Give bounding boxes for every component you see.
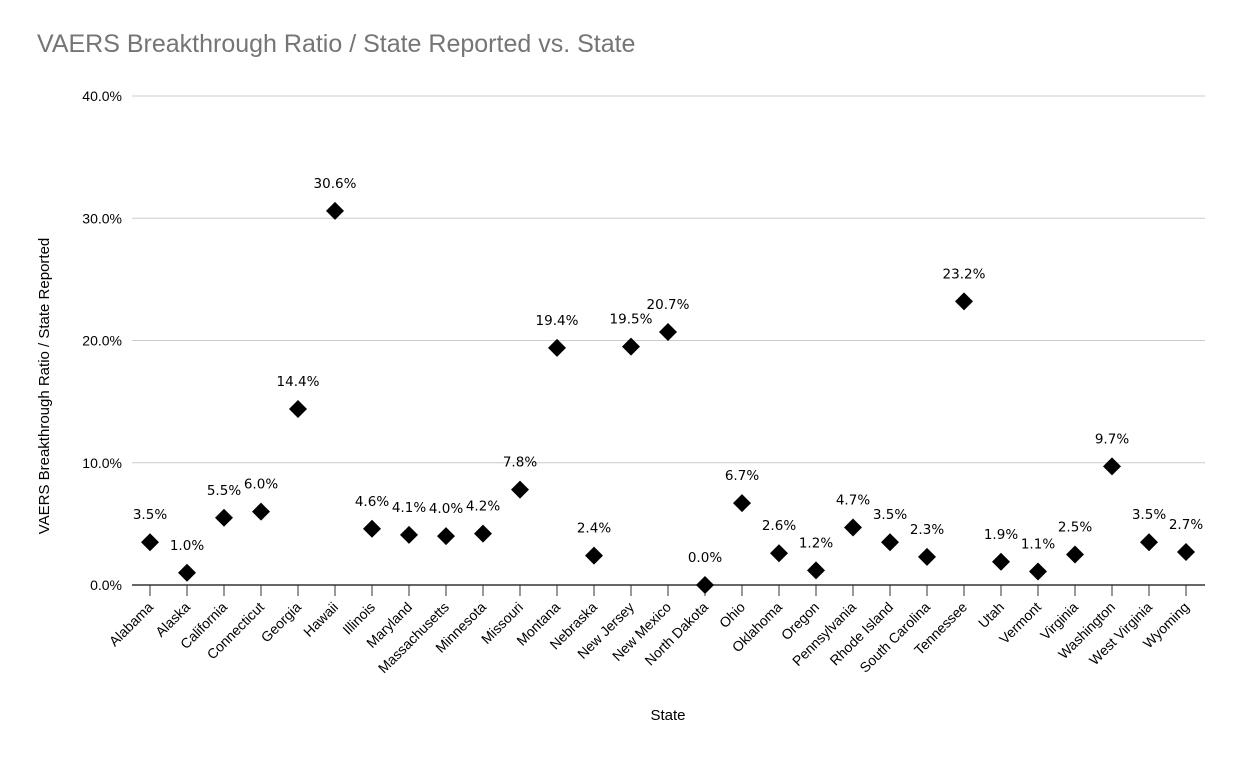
x-axis-title: State <box>650 707 685 724</box>
x-tick-label: Vermont <box>996 599 1044 647</box>
data-label: 7.8% <box>503 455 537 471</box>
data-label: 30.6% <box>314 176 357 192</box>
data-point <box>622 337 640 356</box>
gridlines <box>132 95 1205 464</box>
data-point <box>289 399 307 418</box>
data-point <box>844 518 862 537</box>
data-point <box>252 502 270 521</box>
data-point <box>918 547 936 566</box>
data-point <box>215 508 233 527</box>
data-point <box>733 494 751 513</box>
x-tick-label: Alabama <box>106 599 157 650</box>
data-label: 19.4% <box>536 313 579 329</box>
data-point <box>474 524 492 543</box>
data-label: 3.5% <box>1132 507 1166 523</box>
data-label: 6.7% <box>725 468 759 484</box>
x-tick-label: Hawaii <box>300 599 341 640</box>
data-label: 20.7% <box>647 297 690 313</box>
data-point <box>363 519 381 538</box>
data-label: 6.0% <box>244 477 278 493</box>
data-point <box>511 480 529 499</box>
y-axis-tick-labels: 0.0% 10.0% 20.0% 30.0% 40.0% <box>82 88 122 593</box>
data-point <box>1177 542 1195 561</box>
data-points <box>141 201 1195 594</box>
data-label: 2.6% <box>762 518 796 534</box>
data-labels: 3.5%1.0%5.5% 6.0%14.4%30.6%4.6% 4.1% 4.0% 4.… <box>133 176 1203 566</box>
x-tick-label: Georgia <box>258 599 305 646</box>
x-tick-label: Utah <box>975 599 1007 631</box>
data-point <box>807 561 825 580</box>
x-tick-label: Ohio <box>716 599 748 631</box>
data-point <box>141 533 159 552</box>
x-axis-ticks <box>149 585 1187 596</box>
data-point <box>326 201 344 220</box>
data-point <box>400 525 418 544</box>
y-tick-label: 30.0% <box>82 210 122 226</box>
data-point <box>178 563 196 582</box>
y-tick-label: 0.0% <box>90 577 122 593</box>
data-label: 1.2% <box>799 535 833 551</box>
data-label: 4.6% <box>355 494 389 510</box>
data-point <box>1140 533 1158 552</box>
data-point <box>437 527 455 546</box>
data-point <box>992 552 1010 571</box>
data-point <box>1066 545 1084 564</box>
data-point <box>881 533 899 552</box>
data-point <box>955 292 973 311</box>
data-point <box>1103 457 1121 476</box>
y-tick-label: 10.0% <box>82 455 122 471</box>
data-label: 4.0% <box>429 501 463 517</box>
data-label: 19.5% <box>610 312 653 328</box>
data-label: 1.1% <box>1021 537 1055 553</box>
data-label: 0.0% <box>688 550 722 566</box>
data-label: 5.5% <box>207 483 241 499</box>
y-tick-label: 40.0% <box>82 88 122 104</box>
x-axis-tick-labels: AlabamaAlaskaCaliforniaConnecticutGeorgi… <box>106 599 1192 676</box>
data-point <box>1029 562 1047 581</box>
data-label: 4.1% <box>392 500 426 516</box>
data-label: 4.2% <box>466 499 500 515</box>
data-label: 3.5% <box>873 507 907 523</box>
data-point <box>696 576 714 594</box>
data-label: 1.0% <box>170 538 204 554</box>
data-point <box>548 338 566 357</box>
data-label: 2.7% <box>1169 517 1203 533</box>
data-point <box>659 322 677 341</box>
y-axis-title: VAERS Breakthrough Ratio / State Reporte… <box>36 238 53 535</box>
data-label: 2.5% <box>1058 519 1092 535</box>
data-point <box>585 546 603 565</box>
data-label: 23.2% <box>943 266 986 282</box>
data-label: 1.9% <box>984 527 1018 543</box>
data-label: 3.5% <box>133 507 167 523</box>
chart-title: VAERS Breakthrough Ratio / State Reporte… <box>37 30 636 58</box>
data-label: 4.7% <box>836 493 870 509</box>
data-label: 2.3% <box>910 522 944 538</box>
data-label: 14.4% <box>277 374 320 390</box>
data-label: 9.7% <box>1095 431 1129 447</box>
data-point <box>770 544 788 563</box>
y-tick-label: 20.0% <box>82 333 122 349</box>
data-label: 2.4% <box>577 521 611 537</box>
